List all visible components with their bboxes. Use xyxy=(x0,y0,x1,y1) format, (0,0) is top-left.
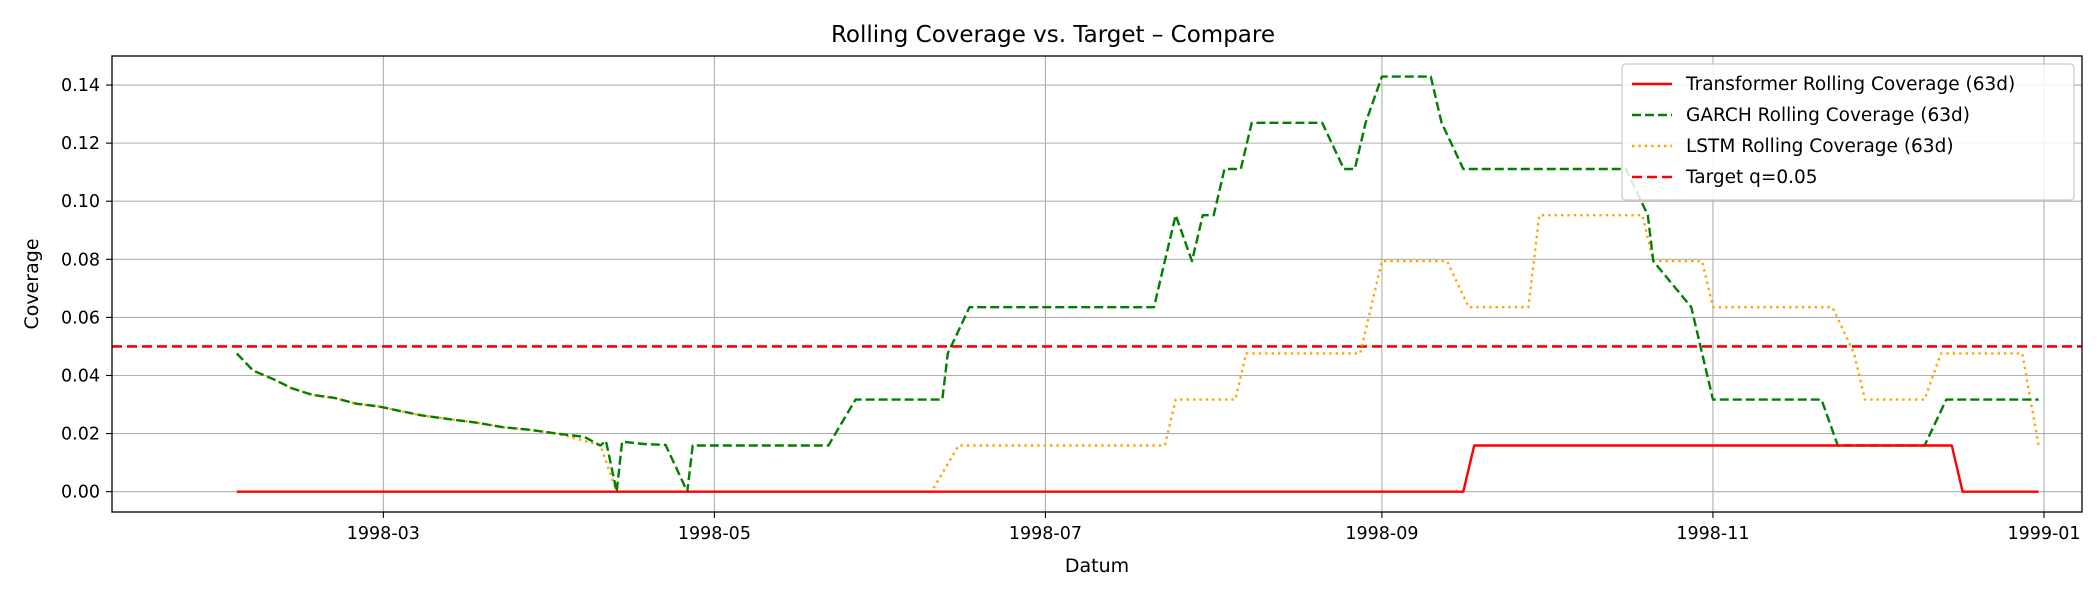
y-tick-label: 0.12 xyxy=(61,134,100,154)
x-tick-label: 1998-11 xyxy=(1676,524,1749,544)
x-tick-label: 1999-01 xyxy=(2007,524,2080,544)
x-tick-label: 1998-07 xyxy=(1009,524,1082,544)
y-tick-label: 0.02 xyxy=(61,425,100,445)
y-tick-label: 0.04 xyxy=(61,366,100,386)
y-tick-label: 0.10 xyxy=(61,192,100,212)
plot-series xyxy=(112,75,2082,493)
series-line-lstm xyxy=(235,214,2040,493)
x-tick-label: 1998-09 xyxy=(1345,524,1418,544)
x-axis-label: Datum xyxy=(1065,555,1129,577)
y-axis-ticks: 0.00 0.02 0.04 0.06 0.08 0.10 0.12 0.14 xyxy=(61,76,112,503)
legend-label: LSTM Rolling Coverage (63d) xyxy=(1686,136,1954,157)
chart-title: Rolling Coverage vs. Target – Compare xyxy=(831,22,1275,48)
plot-frame xyxy=(111,55,2083,513)
legend: Transformer Rolling Coverage (63d) GARCH … xyxy=(1621,63,2075,201)
legend-label: Transformer Rolling Coverage (63d) xyxy=(1685,74,2015,95)
series-line-transformer xyxy=(236,444,2039,493)
y-tick-label: 0.00 xyxy=(61,483,100,503)
grid xyxy=(112,56,2082,512)
x-tick-label: 1998-03 xyxy=(347,524,420,544)
series-line-garch xyxy=(235,75,2039,493)
y-tick-label: 0.08 xyxy=(61,250,100,270)
legend-label: GARCH Rolling Coverage (63d) xyxy=(1686,105,1970,126)
legend-box xyxy=(1621,63,2075,201)
y-tick-label: 0.06 xyxy=(61,308,100,328)
y-tick-label: 0.14 xyxy=(61,76,100,96)
legend-label: Target q=0.05 xyxy=(1685,167,1818,188)
x-axis-ticks: 1998-03 1998-05 1998-07 1998-09 1998-11 1999-… xyxy=(347,512,2081,544)
y-axis-label: Coverage xyxy=(21,238,43,329)
x-tick-label: 1998-05 xyxy=(678,524,751,544)
